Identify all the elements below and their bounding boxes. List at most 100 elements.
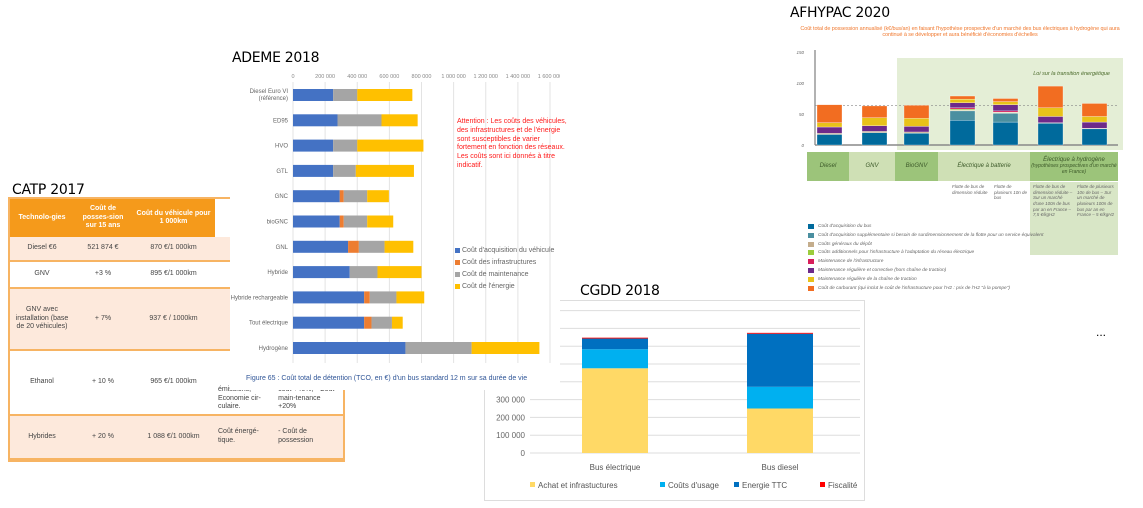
cell: +3 %	[74, 261, 132, 289]
cell: 937 € / 1000km	[132, 287, 215, 352]
bar-segment	[1037, 107, 1064, 117]
legend-item: Coût des infrastructures	[455, 259, 536, 266]
category-label: Diesel	[807, 152, 849, 181]
y-tick-label: (référence)	[259, 96, 288, 102]
bar-segment	[861, 117, 888, 126]
bar-segment	[992, 98, 1019, 102]
legend-swatch	[455, 272, 460, 277]
bar-segment	[992, 104, 1019, 112]
bar-segment	[992, 110, 1019, 113]
legend-label: Energie TTC	[742, 481, 787, 490]
bar-note: Flotte de bus de dimension réduite	[952, 184, 988, 195]
cell: Ethanol	[10, 350, 74, 416]
bar-segment	[903, 126, 930, 133]
legend-item: Maintenance régulière et corrective (hor…	[808, 268, 946, 273]
x-tick-label: Bus diesel	[762, 463, 799, 472]
bar-segment	[903, 118, 930, 127]
cell: + 10 %	[74, 350, 132, 416]
category-label: GNV	[849, 152, 895, 181]
legend-label: Fiscalité	[828, 481, 858, 490]
legend-label: Maintenance régulière de la chaîne de tr…	[818, 276, 917, 282]
legend-label: Coût de maintenance	[462, 271, 529, 278]
bar-segment	[949, 107, 976, 110]
category-name: BioGNV	[905, 163, 928, 170]
bar-segment	[349, 266, 378, 279]
afhypac-title: AFHYPAC 2020	[790, 5, 890, 21]
x-tick-label: 1 400 000	[506, 74, 530, 80]
legend-item: Coût de carburant (qui inclut le coût de…	[808, 285, 1010, 291]
bar-segment	[949, 95, 976, 100]
note-box	[1030, 182, 1118, 255]
y-tick-label: Tout électrique	[249, 321, 289, 327]
bar-segment	[293, 114, 338, 127]
bar-segment	[582, 337, 648, 339]
legend-swatch	[660, 482, 665, 487]
x-tick-label: 200 000	[315, 74, 335, 80]
shaded-region-label: Loi sur la transition énergétique	[1033, 71, 1110, 77]
bar-segment	[339, 190, 344, 203]
bar-segment	[293, 89, 334, 101]
bar-segment	[903, 105, 930, 119]
ademe-title: ADEME 2018	[232, 50, 320, 66]
legend-item: Maintenance régulière de la chaîne de tr…	[808, 276, 917, 282]
legend-label: Coûts d'usage	[668, 481, 719, 490]
category-sublabel: (hypothèses prospectives d'un marché en …	[1031, 163, 1117, 175]
bar-segment	[992, 121, 1019, 146]
y-tick-label: GTL	[276, 169, 288, 175]
afhypac-chart: Coût total de possession annualisé (k€/b…	[790, 26, 1130, 295]
bar-segment	[333, 139, 358, 152]
bar-segment	[333, 164, 356, 177]
afhypac-subtitle: Coût total de possession annualisé (k€/b…	[800, 26, 1120, 39]
category-name: GNV	[865, 163, 879, 170]
bar-segment	[949, 108, 976, 111]
y-tick-label: HVO	[275, 144, 288, 150]
legend-swatch	[808, 224, 814, 229]
x-tick-label: 1 000 000	[441, 74, 465, 80]
cgdd-title: CGDD 2018	[580, 283, 660, 299]
ademe-plot: 0 200 000 400 000 600 000 800 000 1 000 000 1 …	[231, 74, 560, 363]
bar-segment	[1081, 116, 1108, 123]
bar-segment	[293, 139, 334, 152]
legend-label: Coût d'acquisition du bus	[818, 224, 872, 229]
legend-label: Coût d'acquisition du véhicule	[462, 247, 555, 254]
cell: + 7%	[74, 287, 132, 352]
bar-segment	[371, 316, 392, 329]
cell: 895 €/1 000km	[132, 261, 215, 289]
bar-segment	[816, 104, 843, 123]
y-tick-label: 0	[801, 143, 804, 148]
y-tick-label: GNC	[275, 194, 289, 200]
legend-swatch	[808, 268, 814, 273]
bar-segment	[471, 342, 540, 354]
cell: GNV	[10, 261, 74, 289]
x-tick-label: 800 000	[412, 74, 432, 80]
bar-segment	[384, 240, 414, 253]
y-tick-label: 150	[796, 50, 804, 55]
legend-swatch	[808, 241, 814, 247]
bar-segment	[339, 215, 344, 228]
bar-segment	[992, 101, 1019, 105]
bar-segment	[582, 349, 648, 369]
bar-segment	[816, 134, 843, 146]
legend-label: Coût d'acquisition supplémentaire si bes…	[818, 232, 1044, 238]
bar-segment	[992, 113, 1019, 123]
bar-note: Flotte de plusieurs 10n de bus	[994, 184, 1028, 201]
cell: Diesel €6	[10, 237, 74, 263]
bar-note: Flotte de plusieurs 10n de bus – Sur un …	[1077, 184, 1115, 218]
category-label: Électrique à batterie	[938, 152, 1030, 181]
bar-segment	[293, 164, 334, 177]
legend-swatch	[455, 248, 460, 253]
legend-label: Maintenance de l'infrastructure	[818, 259, 884, 265]
bar-segment	[377, 266, 422, 279]
cell: Coût énergé-tique.	[215, 414, 276, 461]
cell: GNV avec installation (base de 20 véhicu…	[10, 287, 74, 352]
legend-swatch	[530, 482, 535, 487]
bar-segment	[816, 122, 843, 128]
legend-item: Coûts généraux du dépôt	[808, 241, 872, 247]
bar-segment	[357, 89, 413, 101]
y-tick-label: 100 000	[496, 431, 525, 440]
table-row: Hybrides + 20 % 1 088 €/1 000km Coût énergé…	[10, 414, 343, 461]
legend-item: Coût de l'énergie	[455, 283, 515, 290]
x-tick-label: 0	[291, 74, 294, 80]
y-tick-label: 100	[796, 81, 804, 86]
category-name: Diesel	[819, 163, 837, 170]
